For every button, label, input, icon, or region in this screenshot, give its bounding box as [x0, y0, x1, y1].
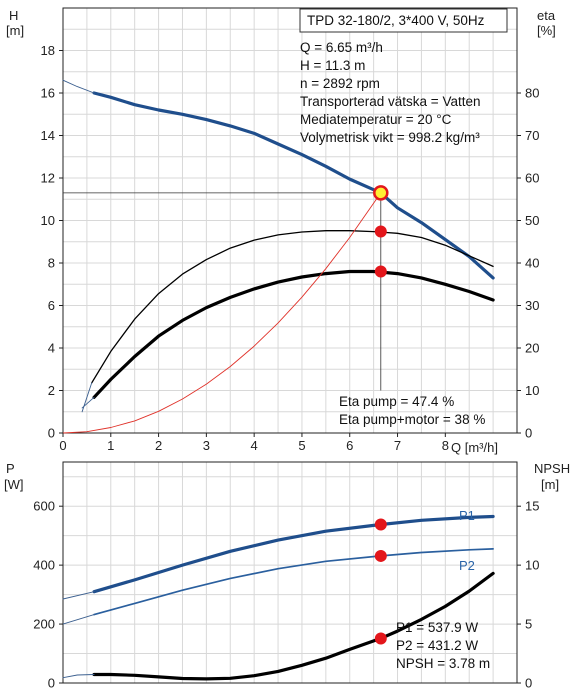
- y-left-tick-label: 10: [41, 213, 55, 228]
- top-right-axis-label: eta [%]: [537, 8, 556, 38]
- series-h-extension: [62, 79, 95, 94]
- eta-pump-motor-text: Eta pump+motor = 38 %: [339, 412, 485, 427]
- bottom-left-axis-label: P [W]: [4, 461, 24, 492]
- info-line-density: Volymetrisk vikt = 998.2 kg/m³: [300, 130, 480, 145]
- operating-info: Q = 6.65 m³/h H = 11.3 m n = 2892 rpm Tr…: [300, 40, 480, 145]
- y-left-tick-label: 16: [41, 86, 55, 101]
- top-chart-grid: [62, 7, 518, 434]
- y-left-tick-label: 6: [48, 298, 55, 313]
- y-right-tick-label: 50: [525, 213, 539, 228]
- series-label-p2: P2: [459, 558, 475, 573]
- eta-pump-text: Eta pump = 47.4 %: [339, 394, 454, 409]
- y-right-tick-label: 60: [525, 171, 539, 186]
- series-p1: [92, 514, 495, 594]
- x-tick-label: 1: [107, 438, 114, 453]
- operating-point-marker: [374, 518, 387, 531]
- y-right-tick-label: 80: [525, 86, 539, 101]
- y-right-tick-label: 40: [525, 256, 539, 271]
- y-left-tick-label: 12: [41, 171, 55, 186]
- series-p2: [93, 548, 494, 616]
- bottom-right-axis-label: NPSH [m]: [534, 461, 570, 492]
- duty-point-marker: [373, 185, 389, 201]
- series-system: [62, 192, 382, 434]
- chart-title: TPD 32-180/2, 3*400 V, 50Hz: [307, 13, 485, 28]
- x-tick-label: 5: [298, 438, 305, 453]
- y-left-tick-label: 200: [33, 617, 55, 632]
- operating-point-marker: [374, 549, 387, 562]
- x-tick-label: 2: [155, 438, 162, 453]
- series-p1-extension: [62, 591, 95, 600]
- operating-point-marker: [374, 632, 387, 645]
- y-left-tick-label: 0: [48, 426, 55, 441]
- series-npsh-extension: [62, 674, 95, 679]
- info-line-flow: Q = 6.65 m³/h: [300, 40, 383, 55]
- title-box: [299, 8, 508, 33]
- y-left-tick-label: 400: [33, 558, 55, 573]
- plot-frame: [62, 461, 518, 684]
- y-right-tick-label: 15: [525, 499, 539, 514]
- y-right-tick-label: 10: [525, 383, 539, 398]
- y-left-tick-label: 18: [41, 43, 55, 58]
- y-right-tick-label: 5: [525, 617, 532, 632]
- series-npsh: [92, 571, 495, 681]
- info-line-speed: n = 2892 rpm: [300, 76, 380, 91]
- y-right-tick-label: 70: [525, 128, 539, 143]
- top-left-axis-label: H [m]: [6, 8, 24, 38]
- efficiency-info: Eta pump = 47.4 % Eta pump+motor = 38 %: [339, 394, 485, 427]
- top-chart-curves: [62, 79, 495, 434]
- x-tick-label: 0: [59, 438, 66, 453]
- info-line-liquid: Transporterad vätska = Vatten: [300, 94, 480, 109]
- series-eta-pump: [91, 230, 494, 384]
- series-eta-pm-extension: [81, 396, 95, 409]
- x-axis-label: Q [m³/h]: [451, 440, 498, 455]
- info-line-temperature: Mediatemperatur = 20 °C: [300, 112, 452, 127]
- x-tick-label: 3: [203, 438, 210, 453]
- series-h: [92, 91, 495, 280]
- info-line-head: H = 11.3 m: [300, 58, 365, 73]
- y-right-tick-label: 30: [525, 298, 539, 313]
- p1-value-text: P1 = 537.9 W: [396, 620, 478, 635]
- npsh-value-text: NPSH = 3.78 m: [396, 656, 490, 671]
- series-eta-pump-motor: [92, 269, 495, 399]
- bottom-chart-ticks: 0 200 400 600 0 5 10 15: [33, 499, 539, 690]
- x-tick-label: 4: [251, 438, 258, 453]
- y-left-tick-label: 4: [48, 341, 55, 356]
- x-tick-label: 8: [442, 438, 449, 453]
- series-p2-extension: [62, 614, 95, 625]
- bottom-chart-curves: [62, 514, 495, 681]
- y-left-tick-label: 14: [41, 128, 55, 143]
- y-left-tick-label: 8: [48, 256, 55, 271]
- p2-value-text: P2 = 431.2 W: [396, 638, 478, 653]
- operating-point-marker: [374, 265, 387, 278]
- y-right-tick-label: 10: [525, 558, 539, 573]
- y-right-tick-label: 0: [525, 426, 532, 441]
- y-right-tick-label: 0: [525, 676, 532, 690]
- top-chart-ticks: 0 1 2 3 4 5 6 7 80246810121416180102030405060708…: [41, 43, 540, 453]
- bottom-chart-grid: [62, 461, 518, 684]
- y-left-tick-label: 2: [48, 383, 55, 398]
- y-left-tick-label: 0: [48, 676, 55, 690]
- power-info: P1 = 537.9 W P2 = 431.2 W NPSH = 3.78 m: [396, 620, 490, 671]
- operating-point-marker: [374, 225, 387, 238]
- y-left-tick-label: 600: [33, 499, 55, 514]
- y-right-tick-label: 20: [525, 341, 539, 356]
- series-label-p1: P1: [459, 508, 475, 523]
- x-tick-label: 7: [394, 438, 401, 453]
- x-tick-label: 6: [346, 438, 353, 453]
